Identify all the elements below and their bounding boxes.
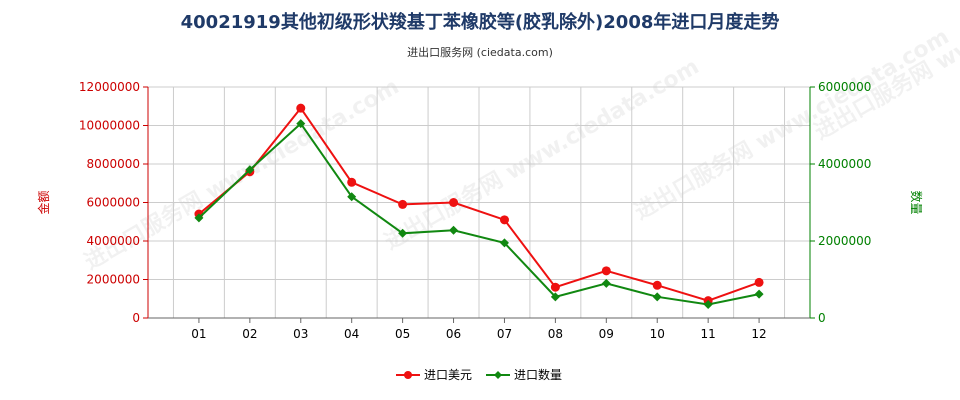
series-2 [194,119,764,310]
data-point [398,199,408,209]
watermark-text: 进出口服务网 www.ciedata.com [631,24,954,225]
data-point [347,192,357,202]
left-tick-label: 2000000 [87,273,140,287]
data-point [499,215,509,225]
x-tick-label: 12 [751,327,766,341]
legend-swatch-marker [404,371,412,379]
x-tick-label: 07 [497,327,512,341]
chart-title: 40021919其他初级形状羧基丁苯橡胶等(胶乳除外)2008年进口月度走势 [181,11,780,33]
x-tick-label: 10 [650,327,665,341]
data-point [296,119,306,129]
data-point [296,103,306,113]
x-tick-label: 11 [701,327,716,341]
left-tick-label: 12000000 [79,80,140,94]
data-point [245,165,255,175]
data-point [754,277,764,287]
data-point [550,282,560,292]
data-point [398,228,408,238]
x-axis-ticks: 01 02 03 04 05 06 07 08 09 10 11 12 [191,318,767,341]
data-point [550,292,560,302]
right-tick-label: 0 [818,311,826,325]
series-line [198,122,760,306]
data-point [601,278,611,288]
data-point [347,177,357,187]
right-axis-label: 数量 [909,190,924,214]
legend-label: 进口美元 [424,368,472,382]
legend-item: 进口美元 [396,368,472,382]
x-tick-label: 08 [548,327,563,341]
right-tick-label: 4000000 [818,157,871,171]
right-tick-label: 2000000 [818,234,871,248]
legend-label: 进口数量 [514,367,562,382]
data-point [194,213,204,223]
x-tick-label: 02 [242,327,257,341]
left-tick-label: 10000000 [79,119,140,133]
right-axis-ticks: 0 2000000 4000000 6000000 [810,80,871,325]
right-tick-label: 6000000 [818,80,871,94]
legend: 进口美元 进口数量 [396,367,562,382]
watermark-text: 进出口服务网 www.ciedata.com [381,54,704,255]
series-line [198,106,760,302]
data-point [652,292,662,302]
left-tick-label: 8000000 [87,157,140,171]
data-point [449,225,459,235]
left-tick-label: 6000000 [87,196,140,210]
x-tick-label: 04 [344,327,359,341]
legend-swatch-marker [494,371,502,379]
x-tick-label: 03 [293,327,308,341]
left-axis-label: 金额 [36,190,51,214]
data-point [754,289,764,299]
left-tick-label: 4000000 [87,234,140,248]
legend-item: 进口数量 [486,367,562,382]
left-tick-label: 0 [132,311,140,325]
x-tick-label: 01 [191,327,206,341]
chart-subtitle: 进出口服务网 (ciedata.com) [407,45,553,59]
x-tick-label: 05 [395,327,410,341]
data-point [703,300,713,310]
x-tick-label: 06 [446,327,461,341]
data-point [449,198,459,207]
left-axis-ticks: 0 2000000 4000000 6000000 8000000 10000000 120… [79,80,148,325]
x-tick-label: 09 [599,327,614,341]
series-layer [194,103,764,310]
grid-lines [148,86,810,319]
data-point [499,238,509,248]
data-point [652,280,662,290]
data-point [601,266,611,276]
